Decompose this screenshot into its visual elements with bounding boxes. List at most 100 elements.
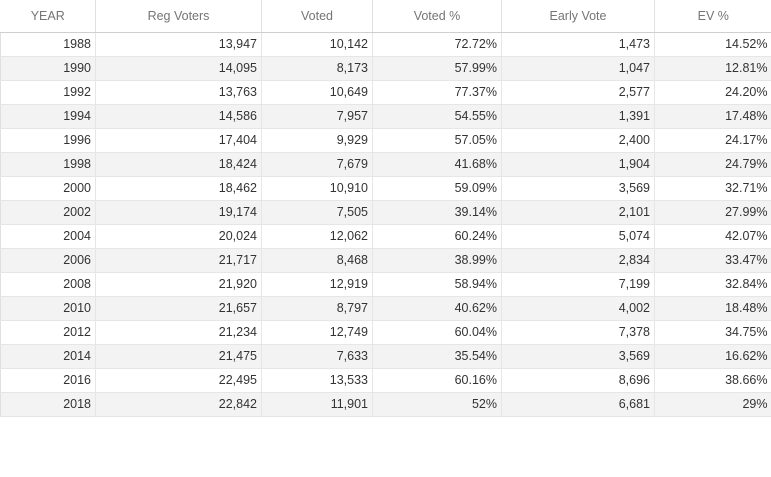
- cell-voted: 10,142: [261, 32, 373, 57]
- table-row[interactable]: 1990 14,095 8,173 57.99% 1,047 12.81%: [0, 56, 771, 81]
- cell-year: 1990: [0, 56, 96, 81]
- cell-reg-voters: 21,475: [95, 344, 262, 369]
- cell-reg-voters: 18,424: [95, 152, 262, 177]
- cell-reg-voters: 13,763: [95, 80, 262, 105]
- cell-ev-percent: 32.71%: [654, 176, 771, 201]
- cell-voted-percent: 38.99%: [372, 248, 502, 273]
- cell-voted: 7,679: [261, 152, 373, 177]
- table-row[interactable]: 2012 21,234 12,749 60.04% 7,378 34.75%: [0, 320, 771, 345]
- table-row[interactable]: 1996 17,404 9,929 57.05% 2,400 24.17%: [0, 128, 771, 153]
- table-row[interactable]: 1992 13,763 10,649 77.37% 2,577 24.20%: [0, 80, 771, 105]
- cell-voted-percent: 54.55%: [372, 104, 502, 129]
- cell-voted: 9,929: [261, 128, 373, 153]
- cell-voted-percent: 77.37%: [372, 80, 502, 105]
- cell-reg-voters: 13,947: [95, 32, 262, 57]
- cell-voted-percent: 72.72%: [372, 32, 502, 57]
- cell-early-vote: 6,681: [501, 392, 655, 417]
- cell-year: 2014: [0, 344, 96, 369]
- table-row[interactable]: 2018 22,842 11,901 52% 6,681 29%: [0, 392, 771, 417]
- cell-ev-percent: 18.48%: [654, 296, 771, 321]
- cell-year: 2012: [0, 320, 96, 345]
- cell-early-vote: 7,378: [501, 320, 655, 345]
- cell-voted: 7,633: [261, 344, 373, 369]
- cell-early-vote: 8,696: [501, 368, 655, 393]
- cell-voted: 11,901: [261, 392, 373, 417]
- table-row[interactable]: 2016 22,495 13,533 60.16% 8,696 38.66%: [0, 368, 771, 393]
- cell-early-vote: 5,074: [501, 224, 655, 249]
- column-header-early-vote[interactable]: Early Vote: [501, 0, 655, 33]
- cell-voted-percent: 35.54%: [372, 344, 502, 369]
- cell-early-vote: 4,002: [501, 296, 655, 321]
- cell-year: 2016: [0, 368, 96, 393]
- cell-early-vote: 1,391: [501, 104, 655, 129]
- cell-reg-voters: 22,495: [95, 368, 262, 393]
- table-row[interactable]: 2006 21,717 8,468 38.99% 2,834 33.47%: [0, 248, 771, 273]
- cell-voted-percent: 41.68%: [372, 152, 502, 177]
- table-row[interactable]: 2002 19,174 7,505 39.14% 2,101 27.99%: [0, 200, 771, 225]
- cell-voted: 12,749: [261, 320, 373, 345]
- column-header-year[interactable]: YEAR: [0, 0, 96, 33]
- cell-voted-percent: 40.62%: [372, 296, 502, 321]
- table-header: YEAR Reg Voters Voted Voted % Early Vote…: [0, 0, 771, 33]
- cell-voted: 8,173: [261, 56, 373, 81]
- table-row[interactable]: 1988 13,947 10,142 72.72% 1,473 14.52%: [0, 32, 771, 57]
- cell-reg-voters: 22,842: [95, 392, 262, 417]
- cell-reg-voters: 21,234: [95, 320, 262, 345]
- cell-ev-percent: 38.66%: [654, 368, 771, 393]
- cell-voted-percent: 60.16%: [372, 368, 502, 393]
- cell-voted: 7,505: [261, 200, 373, 225]
- cell-voted-percent: 57.99%: [372, 56, 502, 81]
- column-header-reg-voters[interactable]: Reg Voters: [95, 0, 262, 33]
- cell-voted-percent: 52%: [372, 392, 502, 417]
- data-table-container: YEAR Reg Voters Voted Voted % Early Vote…: [0, 0, 771, 417]
- cell-early-vote: 2,577: [501, 80, 655, 105]
- cell-reg-voters: 21,657: [95, 296, 262, 321]
- cell-year: 2008: [0, 272, 96, 297]
- cell-voted-percent: 60.04%: [372, 320, 502, 345]
- cell-early-vote: 3,569: [501, 344, 655, 369]
- cell-voted-percent: 60.24%: [372, 224, 502, 249]
- cell-early-vote: 3,569: [501, 176, 655, 201]
- cell-ev-percent: 12.81%: [654, 56, 771, 81]
- column-header-voted[interactable]: Voted: [261, 0, 373, 33]
- cell-voted-percent: 59.09%: [372, 176, 502, 201]
- cell-ev-percent: 24.17%: [654, 128, 771, 153]
- cell-reg-voters: 21,920: [95, 272, 262, 297]
- table-row[interactable]: 2010 21,657 8,797 40.62% 4,002 18.48%: [0, 296, 771, 321]
- cell-year: 1994: [0, 104, 96, 129]
- cell-reg-voters: 18,462: [95, 176, 262, 201]
- table-row[interactable]: 2000 18,462 10,910 59.09% 3,569 32.71%: [0, 176, 771, 201]
- cell-voted-percent: 58.94%: [372, 272, 502, 297]
- cell-early-vote: 1,904: [501, 152, 655, 177]
- table-row[interactable]: 2014 21,475 7,633 35.54% 3,569 16.62%: [0, 344, 771, 369]
- cell-voted: 10,910: [261, 176, 373, 201]
- table-row[interactable]: 1998 18,424 7,679 41.68% 1,904 24.79%: [0, 152, 771, 177]
- cell-early-vote: 1,473: [501, 32, 655, 57]
- cell-year: 1988: [0, 32, 96, 57]
- cell-voted: 8,468: [261, 248, 373, 273]
- header-row: YEAR Reg Voters Voted Voted % Early Vote…: [0, 0, 771, 33]
- cell-reg-voters: 14,586: [95, 104, 262, 129]
- table-row[interactable]: 2008 21,920 12,919 58.94% 7,199 32.84%: [0, 272, 771, 297]
- cell-ev-percent: 27.99%: [654, 200, 771, 225]
- cell-ev-percent: 17.48%: [654, 104, 771, 129]
- cell-year: 2000: [0, 176, 96, 201]
- column-header-ev-percent[interactable]: EV %: [654, 0, 771, 33]
- cell-voted: 12,919: [261, 272, 373, 297]
- cell-year: 2018: [0, 392, 96, 417]
- cell-year: 2010: [0, 296, 96, 321]
- cell-ev-percent: 14.52%: [654, 32, 771, 57]
- column-header-voted-percent[interactable]: Voted %: [372, 0, 502, 33]
- cell-voted: 12,062: [261, 224, 373, 249]
- cell-ev-percent: 29%: [654, 392, 771, 417]
- cell-voted-percent: 39.14%: [372, 200, 502, 225]
- cell-year: 2006: [0, 248, 96, 273]
- voter-turnout-table: YEAR Reg Voters Voted Voted % Early Vote…: [0, 0, 771, 417]
- cell-early-vote: 2,101: [501, 200, 655, 225]
- cell-voted-percent: 57.05%: [372, 128, 502, 153]
- table-body: 1988 13,947 10,142 72.72% 1,473 14.52% 1990 14,…: [0, 32, 771, 417]
- cell-early-vote: 7,199: [501, 272, 655, 297]
- cell-reg-voters: 21,717: [95, 248, 262, 273]
- table-row[interactable]: 1994 14,586 7,957 54.55% 1,391 17.48%: [0, 104, 771, 129]
- table-row[interactable]: 2004 20,024 12,062 60.24% 5,074 42.07%: [0, 224, 771, 249]
